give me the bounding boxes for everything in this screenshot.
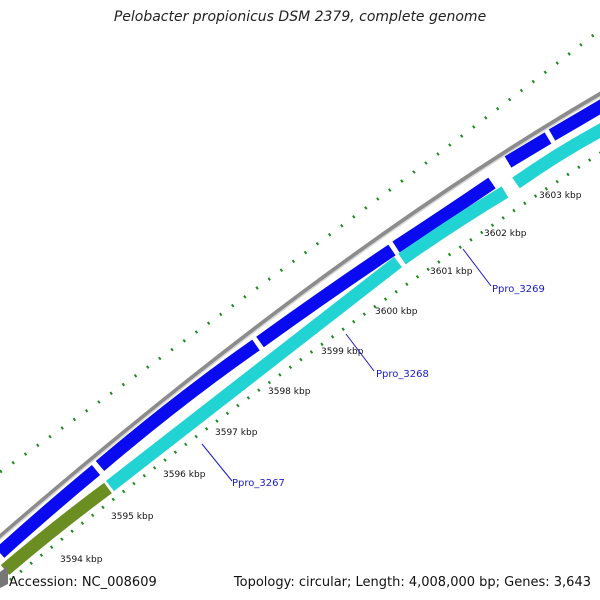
gene-label[interactable]: Ppro_3269 xyxy=(492,284,545,295)
accession-text: Accession: NC_008609 xyxy=(9,575,157,590)
reverse-gene[interactable] xyxy=(398,186,509,265)
reverse-gene[interactable] xyxy=(106,256,403,492)
tick-label: 3601 kbp xyxy=(430,267,473,277)
feature-edge-mark xyxy=(0,566,8,588)
rna-feature[interactable] xyxy=(0,482,112,575)
tick-label: 3595 kbp xyxy=(111,512,154,522)
genome-summary-text: Topology: circular; Length: 4,008,000 bp… xyxy=(233,575,591,590)
tick-label: 3598 kbp xyxy=(268,387,311,397)
forward-gene[interactable] xyxy=(548,99,600,141)
tick-label: 3602 kbp xyxy=(484,229,527,239)
gene-label[interactable]: Ppro_3267 xyxy=(232,478,285,489)
tick-label: 3599 kbp xyxy=(321,347,364,357)
outer-tick-ring xyxy=(0,28,600,474)
tick-label: 3600 kbp xyxy=(375,307,418,317)
tick-label: 3596 kbp xyxy=(163,470,206,480)
forward-gene[interactable] xyxy=(504,132,552,168)
map-title: Pelobacter propionicus DSM 2379, complet… xyxy=(113,9,487,25)
tick-label: 3603 kbp xyxy=(539,191,582,201)
forward-gene[interactable] xyxy=(0,464,101,558)
gene-label-leader xyxy=(345,333,375,372)
reverse-gene[interactable] xyxy=(512,123,600,189)
tick-label: 3597 kbp xyxy=(215,428,258,438)
backbone-outer-line xyxy=(0,91,600,540)
backbone-inner-line xyxy=(0,95,600,541)
forward-gene[interactable] xyxy=(392,177,496,253)
forward-gene[interactable] xyxy=(95,339,260,471)
forward-gene[interactable] xyxy=(256,244,396,348)
gene-label-leader xyxy=(462,248,492,287)
gene-label-leader xyxy=(201,443,233,482)
gene-label[interactable]: Ppro_3268 xyxy=(376,369,429,380)
inner-tick-ring xyxy=(9,151,600,582)
tick-label: 3594 kbp xyxy=(60,555,103,565)
